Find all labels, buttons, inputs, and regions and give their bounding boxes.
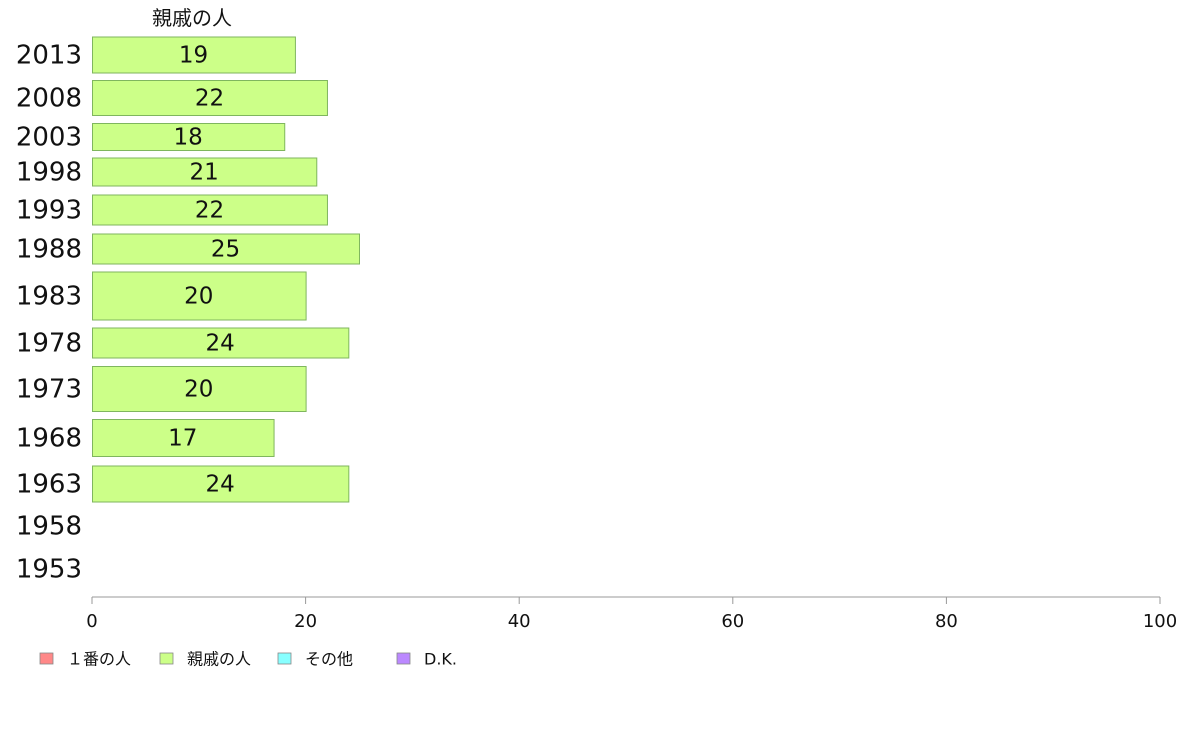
bar bbox=[92, 327, 350, 359]
bar bbox=[92, 419, 275, 457]
category-label: 1998 bbox=[16, 158, 82, 188]
data-label: 20 bbox=[184, 377, 213, 403]
x-tick-label: 0 bbox=[86, 611, 97, 632]
category-label: 1958 bbox=[16, 512, 82, 542]
legend-label: その他 bbox=[305, 650, 353, 669]
category-label: 1978 bbox=[16, 329, 82, 359]
category-label: 1973 bbox=[16, 375, 82, 405]
bar bbox=[92, 233, 360, 265]
column-title: 親戚の人 bbox=[152, 6, 232, 30]
category-label: 1953 bbox=[16, 555, 82, 585]
bar bbox=[92, 194, 328, 226]
category-label: 1968 bbox=[16, 424, 82, 454]
bar bbox=[92, 123, 286, 151]
legend-label: D.K. bbox=[424, 650, 457, 669]
category-labels: 2013 2008 2003 1998 1993 1988 1983 1978 1973 1968… bbox=[16, 41, 82, 585]
x-axis-ticks: 0 20 40 60 80 100 bbox=[86, 597, 1177, 632]
data-label: 21 bbox=[189, 160, 218, 186]
category-label: 1983 bbox=[16, 282, 82, 312]
category-label: 1988 bbox=[16, 235, 82, 265]
category-label: 1963 bbox=[16, 470, 82, 500]
x-tick-label: 40 bbox=[508, 611, 531, 632]
data-label: 18 bbox=[173, 125, 202, 151]
data-label: 19 bbox=[179, 43, 208, 69]
bars: 19 22 18 21 22 25 20 24 20 17 24 bbox=[92, 36, 360, 503]
legend-swatch bbox=[39, 652, 54, 665]
x-tick-label: 80 bbox=[935, 611, 958, 632]
legend: １番の人 親戚の人 その他 D.K. bbox=[39, 650, 457, 669]
legend-label: 親戚の人 bbox=[187, 650, 251, 669]
bar bbox=[92, 271, 307, 321]
bar bbox=[92, 36, 296, 74]
category-label: 2008 bbox=[16, 84, 82, 114]
legend-swatch bbox=[159, 652, 174, 665]
legend-swatch bbox=[277, 652, 292, 665]
data-label: 17 bbox=[168, 426, 197, 452]
x-tick-label: 60 bbox=[721, 611, 744, 632]
data-label: 24 bbox=[206, 331, 235, 357]
data-label: 24 bbox=[206, 472, 235, 498]
data-label: 25 bbox=[211, 237, 240, 263]
bar bbox=[92, 366, 307, 412]
data-label: 22 bbox=[195, 86, 224, 112]
bar bbox=[92, 465, 350, 503]
legend-swatch bbox=[396, 652, 411, 665]
x-tick-label: 100 bbox=[1143, 611, 1177, 632]
bar bbox=[92, 157, 318, 187]
category-label: 1993 bbox=[16, 196, 82, 226]
category-label: 2013 bbox=[16, 41, 82, 71]
category-label: 2003 bbox=[16, 123, 82, 153]
data-label: 22 bbox=[195, 198, 224, 224]
data-label: 20 bbox=[184, 284, 213, 310]
x-tick-label: 20 bbox=[294, 611, 317, 632]
legend-label: １番の人 bbox=[67, 650, 131, 669]
bar bbox=[92, 80, 328, 116]
